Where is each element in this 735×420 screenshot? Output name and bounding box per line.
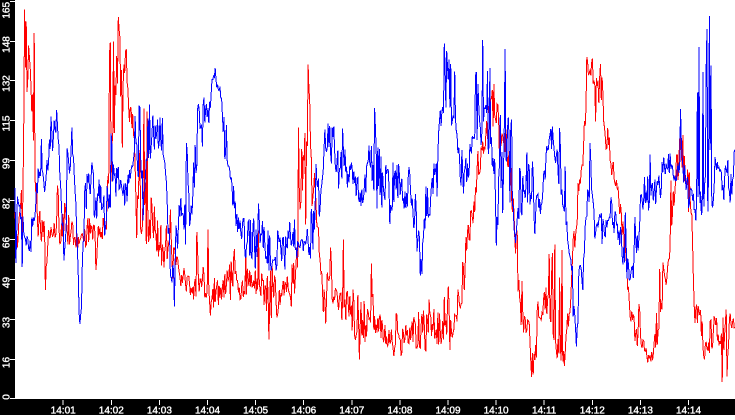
svg-text:14:14: 14:14 (676, 406, 701, 416)
svg-text:49: 49 (2, 277, 13, 289)
svg-text:14:09: 14:09 (435, 406, 460, 416)
svg-text:14:05: 14:05 (243, 406, 268, 416)
svg-text:33: 33 (2, 317, 13, 329)
svg-text:99: 99 (2, 158, 13, 170)
svg-text:148: 148 (2, 36, 13, 53)
svg-text:165: 165 (2, 2, 13, 19)
svg-text:14:11: 14:11 (532, 406, 557, 416)
svg-text:14:03: 14:03 (147, 406, 172, 416)
svg-text:115: 115 (2, 115, 13, 131)
svg-text:0: 0 (2, 394, 13, 400)
svg-text:14:12: 14:12 (580, 406, 605, 416)
svg-text:14:13: 14:13 (628, 406, 653, 416)
svg-text:14:02: 14:02 (99, 406, 124, 416)
svg-text:14:01: 14:01 (51, 406, 76, 416)
svg-text:14:04: 14:04 (195, 406, 220, 416)
svg-text:14:08: 14:08 (387, 406, 412, 416)
svg-text:14:06: 14:06 (291, 406, 316, 416)
svg-text:66: 66 (2, 237, 13, 249)
svg-text:14:10: 14:10 (484, 406, 509, 416)
svg-text:16: 16 (2, 357, 13, 369)
svg-text:132: 132 (2, 75, 13, 92)
svg-text:14:07: 14:07 (339, 406, 364, 416)
svg-text:82: 82 (2, 198, 13, 210)
